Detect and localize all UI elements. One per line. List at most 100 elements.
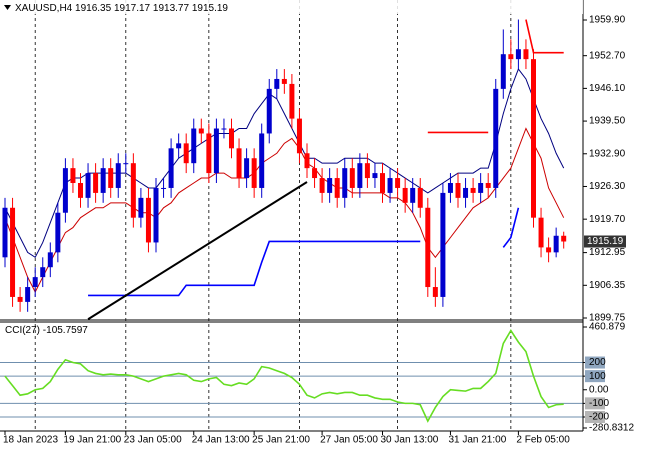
candle-body (546, 247, 552, 253)
y-tick-label: 1932.90 (589, 148, 626, 159)
indicator-header: CCI(27) -105.7597 (5, 325, 88, 336)
level-label-box (585, 370, 605, 383)
y-tick-label: 1959.90 (589, 15, 626, 26)
x-tick-label: 30 Jan 13:00 (381, 435, 439, 446)
candle-body (251, 158, 257, 188)
candle-body (281, 78, 287, 84)
candle-body (191, 128, 197, 164)
candle-body (236, 148, 242, 179)
candle-body (25, 287, 31, 302)
candle-body (493, 88, 499, 188)
candle-body (561, 235, 567, 242)
trendline (87, 181, 308, 321)
level-label-box (585, 397, 605, 410)
candle-body (372, 173, 378, 179)
cci-line (4, 329, 564, 423)
candle-body (198, 128, 204, 134)
x-tick-label: 18 Jan 2023 (3, 435, 58, 446)
candle-body (100, 168, 106, 193)
candle-body (334, 178, 340, 198)
candle-body (515, 49, 521, 60)
x-tick-label: 23 Jan 05:00 (124, 435, 182, 446)
candle-body (259, 133, 265, 188)
candle-body (221, 128, 227, 130)
candle-body (176, 143, 182, 149)
candle-body (395, 178, 401, 188)
level-label-box (585, 410, 605, 423)
y-tick-label: 1912.95 (589, 247, 626, 258)
symbol: XAUUSD,H4 (15, 3, 73, 14)
candle-body (485, 183, 491, 188)
candle-body (153, 187, 159, 243)
candle-body (538, 217, 544, 248)
candle-body (523, 49, 529, 60)
header-bg (0, 0, 583, 14)
candle-body (108, 168, 114, 188)
support-line (88, 240, 421, 297)
candle-body (531, 59, 536, 218)
current-price-label: 1915.19 (587, 236, 624, 247)
x-tick-label: 27 Jan 05:00 (320, 435, 378, 446)
candle-body (364, 163, 370, 179)
candle-body (93, 173, 99, 193)
candle-body (32, 277, 38, 288)
support-line (502, 207, 520, 248)
ma-slow (4, 127, 565, 294)
y-tick-label: -100 (589, 398, 609, 409)
candle-body (304, 153, 310, 169)
level-label-box (585, 356, 605, 369)
x-tick-label: 2 Feb 05:00 (516, 435, 570, 446)
candle-body (432, 287, 438, 297)
y-tick-label: -200 (589, 412, 609, 423)
candle-body (213, 128, 219, 174)
candle-body (17, 296, 23, 302)
x-tick-label: 25 Jan 21:00 (252, 435, 310, 446)
open-value: 1916.35 (75, 3, 112, 14)
candle-body (70, 168, 76, 184)
candle-body (357, 163, 363, 188)
candle-body (78, 183, 83, 198)
candle-body (402, 187, 408, 203)
y-tick-label: -280.8312 (589, 423, 634, 434)
candle-body (440, 192, 446, 297)
high-value: 1917.17 (114, 3, 151, 14)
x-tick-label: 19 Jan 21:00 (63, 435, 121, 446)
y-tick-label: 200 (589, 357, 606, 368)
candle-body (425, 207, 431, 288)
candle-body (168, 148, 174, 188)
candle-body (161, 187, 167, 189)
candle-body (463, 187, 469, 198)
candle-body (10, 207, 16, 297)
candle-body (342, 168, 348, 198)
y-tick-label: 1926.30 (589, 181, 626, 192)
candle-body (123, 163, 129, 165)
candle-body (500, 54, 506, 89)
candle-body (410, 187, 416, 203)
candle-body (327, 178, 333, 193)
y-tick-label: 1899.75 (589, 313, 626, 324)
header: XAUUSD,H4 1916.35 1917.17 1913.77 1915.1… (15, 3, 228, 14)
candle-body (138, 197, 144, 218)
candle-body (244, 158, 250, 179)
y-tick-label: 460.879 (589, 322, 626, 333)
y-tick-label: 0.00 (589, 384, 609, 395)
candle-body (206, 133, 212, 174)
candle-body (312, 168, 318, 179)
candle-body (380, 173, 385, 193)
candle-body (85, 173, 91, 198)
y-tick-label: 1946.10 (589, 83, 626, 94)
indicator-value: -105.7597 (43, 325, 88, 336)
candle-body (229, 128, 234, 149)
y-tick-label: 1939.50 (589, 116, 626, 127)
y-tick-label: 1906.35 (589, 280, 626, 291)
plot-layer (0, 0, 587, 435)
candle-body (55, 212, 61, 253)
candle-body (183, 143, 189, 164)
candle-body (62, 168, 68, 213)
candle-body (274, 78, 280, 89)
candle-body (349, 168, 355, 188)
candle-body (266, 88, 272, 134)
close-value: 1915.19 (192, 3, 229, 14)
